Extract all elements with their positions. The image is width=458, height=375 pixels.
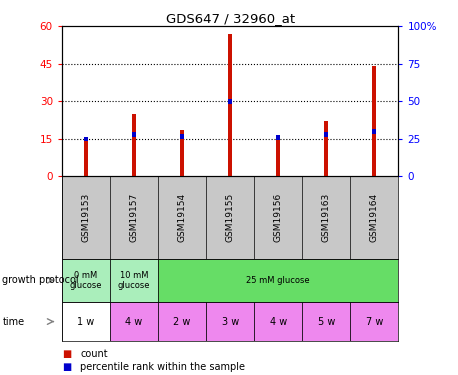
Text: GSM19155: GSM19155 — [226, 193, 234, 242]
Bar — [110, 302, 158, 341]
Text: ■: ■ — [62, 362, 71, 372]
Text: 0 mM
glucose: 0 mM glucose — [70, 271, 102, 290]
Text: time: time — [2, 316, 24, 327]
Bar — [206, 302, 254, 341]
Text: 1 w: 1 w — [77, 316, 94, 327]
Bar — [254, 302, 302, 341]
Bar — [228, 99, 232, 104]
Bar — [84, 138, 88, 176]
Bar — [132, 132, 136, 136]
Bar — [84, 136, 88, 141]
Text: percentile rank within the sample: percentile rank within the sample — [80, 362, 245, 372]
Text: GSM19156: GSM19156 — [274, 193, 283, 242]
Text: GSM19154: GSM19154 — [178, 193, 186, 242]
Bar — [372, 129, 376, 134]
Text: GSM19157: GSM19157 — [130, 193, 138, 242]
Text: 4 w: 4 w — [270, 316, 287, 327]
Bar — [158, 259, 398, 302]
Text: 10 mM
glucose: 10 mM glucose — [118, 271, 150, 290]
Bar — [180, 130, 184, 176]
Text: 5 w: 5 w — [318, 316, 335, 327]
Bar — [110, 259, 158, 302]
Text: ■: ■ — [62, 349, 71, 359]
Bar — [228, 34, 232, 176]
Bar — [324, 132, 328, 136]
Bar — [132, 114, 136, 176]
Text: 7 w: 7 w — [366, 316, 383, 327]
Bar — [350, 302, 398, 341]
Bar — [62, 259, 110, 302]
Bar — [158, 302, 206, 341]
Bar — [372, 66, 376, 176]
Text: count: count — [80, 349, 108, 359]
Text: 2 w: 2 w — [174, 316, 191, 327]
Bar — [324, 121, 328, 176]
Text: 25 mM glucose: 25 mM glucose — [246, 276, 310, 285]
Text: GSM19163: GSM19163 — [322, 193, 331, 242]
Text: GSM19164: GSM19164 — [370, 193, 379, 242]
Text: 4 w: 4 w — [125, 316, 142, 327]
Text: 3 w: 3 w — [222, 316, 239, 327]
Bar — [180, 134, 184, 139]
Bar — [62, 302, 110, 341]
Title: GDS647 / 32960_at: GDS647 / 32960_at — [166, 12, 294, 25]
Bar — [276, 135, 280, 140]
Text: growth protocol: growth protocol — [2, 275, 79, 285]
Bar — [302, 302, 350, 341]
Text: GSM19153: GSM19153 — [82, 193, 90, 242]
Bar — [276, 135, 280, 176]
